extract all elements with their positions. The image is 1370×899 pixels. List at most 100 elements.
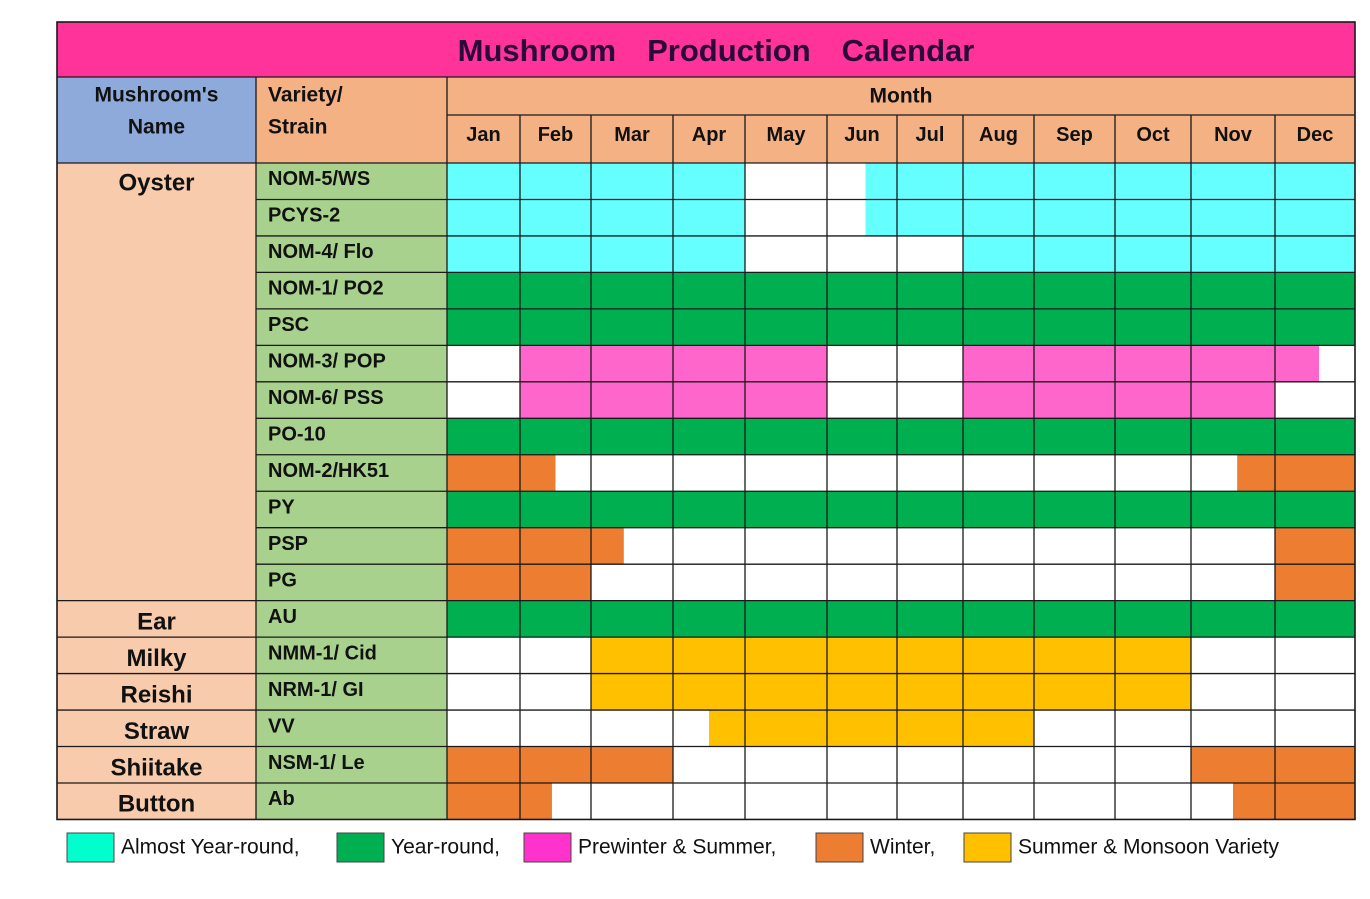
calendar-cell-au-feb xyxy=(520,600,591,638)
calendar-cell-psc-may xyxy=(745,308,827,346)
calendar-cell-psc-jan xyxy=(447,308,520,346)
calendar-cell-nom-4-flo-sep xyxy=(1034,235,1115,273)
calendar-cell-psc-mar xyxy=(591,308,673,346)
calendar-cell-nom-4-flo-feb xyxy=(520,235,591,273)
month-label-jun: Jun xyxy=(844,124,880,146)
calendar-cell-pcys-2-oct xyxy=(1115,199,1191,236)
calendar-cell-nom-2-hk51-dec xyxy=(1275,454,1355,492)
calendar-cell-nom-3-pop-feb xyxy=(520,345,591,382)
strain-label: NOM-3/ POP xyxy=(268,351,386,373)
calendar-cell-py-oct xyxy=(1115,491,1191,528)
calendar-cell-nom-1-po2-oct xyxy=(1115,272,1191,309)
calendar-cell-nsm-1-le-nov xyxy=(1191,746,1275,783)
calendar-cell-psp-dec xyxy=(1275,527,1355,565)
calendar-cell-au-dec xyxy=(1275,600,1355,638)
calendar-cell-nom-3-pop-nov xyxy=(1191,345,1275,382)
calendar-cell-au-jun xyxy=(827,600,897,638)
calendar-cell-psp-mar xyxy=(591,527,624,565)
calendar-cell-psc-sep xyxy=(1034,308,1115,346)
calendar-cell-nmm-1-cid-sep xyxy=(1034,637,1115,674)
calendar-cell-au-aug xyxy=(963,600,1034,638)
calendar-cell-py-mar xyxy=(591,491,673,528)
mushroom-name: Straw xyxy=(124,718,190,745)
calendar-cell-ab-feb xyxy=(520,782,552,820)
calendar-cell-nom-1-po2-mar xyxy=(591,272,673,309)
calendar-cell-po-10-may xyxy=(745,418,827,455)
calendar-cell-nmm-1-cid-jun xyxy=(827,637,897,674)
month-label-aug: Aug xyxy=(979,124,1018,146)
calendar-cell-nom-1-po2-nov xyxy=(1191,272,1275,309)
strain-label: PO-10 xyxy=(268,424,326,446)
strain-label: NOM-4/ Flo xyxy=(268,241,374,263)
calendar-cell-vv-may xyxy=(745,710,827,747)
month-label-jan: Jan xyxy=(466,124,500,146)
calendar-cell-pg-dec xyxy=(1275,564,1355,601)
calendar-cell-au-nov xyxy=(1191,600,1275,638)
calendar-cell-psc-jul xyxy=(897,308,963,346)
calendar-cell-psp-jan xyxy=(447,527,520,565)
strain-label: PCYS-2 xyxy=(268,205,340,227)
mushroom-name: Shiitake xyxy=(110,754,202,781)
calendar-cell-psc-feb xyxy=(520,308,591,346)
calendar-cell-psp-feb xyxy=(520,527,591,565)
calendar-cell-nom-3-pop-oct xyxy=(1115,345,1191,382)
calendar-cell-psc-apr xyxy=(673,308,745,346)
strain-label: NOM-6/ PSS xyxy=(268,387,384,409)
calendar-cell-pg-jan xyxy=(447,564,520,601)
calendar-cell-py-jul xyxy=(897,491,963,528)
calendar-cell-au-jan xyxy=(447,600,520,638)
calendar-cell-nom-6-pss-sep xyxy=(1034,381,1115,419)
calendar-cell-py-jan xyxy=(447,491,520,528)
strain-label: PSP xyxy=(268,533,308,555)
calendar-cell-au-jul xyxy=(897,600,963,638)
calendar-cell-au-may xyxy=(745,600,827,638)
calendar-cell-ab-nov xyxy=(1233,782,1275,820)
mushroom-name: Button xyxy=(118,791,195,818)
calendar-cell-nmm-1-cid-aug xyxy=(963,637,1034,674)
calendar-cell-nom-5-ws-nov xyxy=(1191,163,1275,200)
calendar-cell-py-sep xyxy=(1034,491,1115,528)
strain-label: NMM-1/ Cid xyxy=(268,642,377,664)
calendar-cell-vv-jun xyxy=(827,710,897,747)
calendar-cell-nmm-1-cid-apr xyxy=(673,637,745,674)
month-label-sep: Sep xyxy=(1056,124,1093,146)
calendar-cell-nom-4-flo-mar xyxy=(591,235,673,273)
calendar-cell-nom-2-hk51-jan xyxy=(447,454,520,492)
mushroom-name: Ear xyxy=(137,608,176,635)
calendar-cell-nom-5-ws-jul xyxy=(897,163,963,200)
calendar-cell-nsm-1-le-feb xyxy=(520,746,591,783)
strain-label: NOM-2/HK51 xyxy=(268,460,389,482)
calendar-cell-nrm-1-gi-oct xyxy=(1115,673,1191,711)
calendar-cell-pcys-2-feb xyxy=(520,199,591,236)
calendar-cell-pcys-2-jun xyxy=(865,199,897,236)
month-label-jul: Jul xyxy=(916,124,945,146)
calendar-cell-nmm-1-cid-may xyxy=(745,637,827,674)
calendar-cell-nom-1-po2-jul xyxy=(897,272,963,309)
calendar-cell-psc-oct xyxy=(1115,308,1191,346)
month-label-mar: Mar xyxy=(614,124,650,146)
strain-label: NSM-1/ Le xyxy=(268,752,365,774)
calendar-cell-nrm-1-gi-mar xyxy=(591,673,673,711)
month-group-header: Month xyxy=(870,85,933,108)
calendar-cell-po-10-jun xyxy=(827,418,897,455)
strain-header-line1: Variety/ xyxy=(268,84,343,107)
strain-label: Ab xyxy=(268,788,295,810)
calendar-cell-au-apr xyxy=(673,600,745,638)
calendar-cell-nom-6-pss-oct xyxy=(1115,381,1191,419)
calendar-cell-po-10-mar xyxy=(591,418,673,455)
calendar-cell-po-10-aug xyxy=(963,418,1034,455)
name-header-cell xyxy=(57,77,256,163)
strain-label: NRM-1/ GI xyxy=(268,679,364,701)
legend-swatch-a xyxy=(66,832,115,863)
legend-label: Prewinter & Summer, xyxy=(578,836,776,859)
legend-label: Summer & Monsoon Variety xyxy=(1018,836,1280,859)
calendar-cell-nsm-1-le-jan xyxy=(447,746,520,783)
month-label-dec: Dec xyxy=(1297,124,1334,146)
calendar-cell-nom-5-ws-feb xyxy=(520,163,591,200)
calendar-cell-nrm-1-gi-sep xyxy=(1034,673,1115,711)
strain-label: PSC xyxy=(268,314,309,336)
calendar-cell-nom-3-pop-apr xyxy=(673,345,745,382)
calendar-cell-nom-4-flo-dec xyxy=(1275,235,1355,273)
calendar-cell-nmm-1-cid-oct xyxy=(1115,637,1191,674)
calendar-cell-au-sep xyxy=(1034,600,1115,638)
